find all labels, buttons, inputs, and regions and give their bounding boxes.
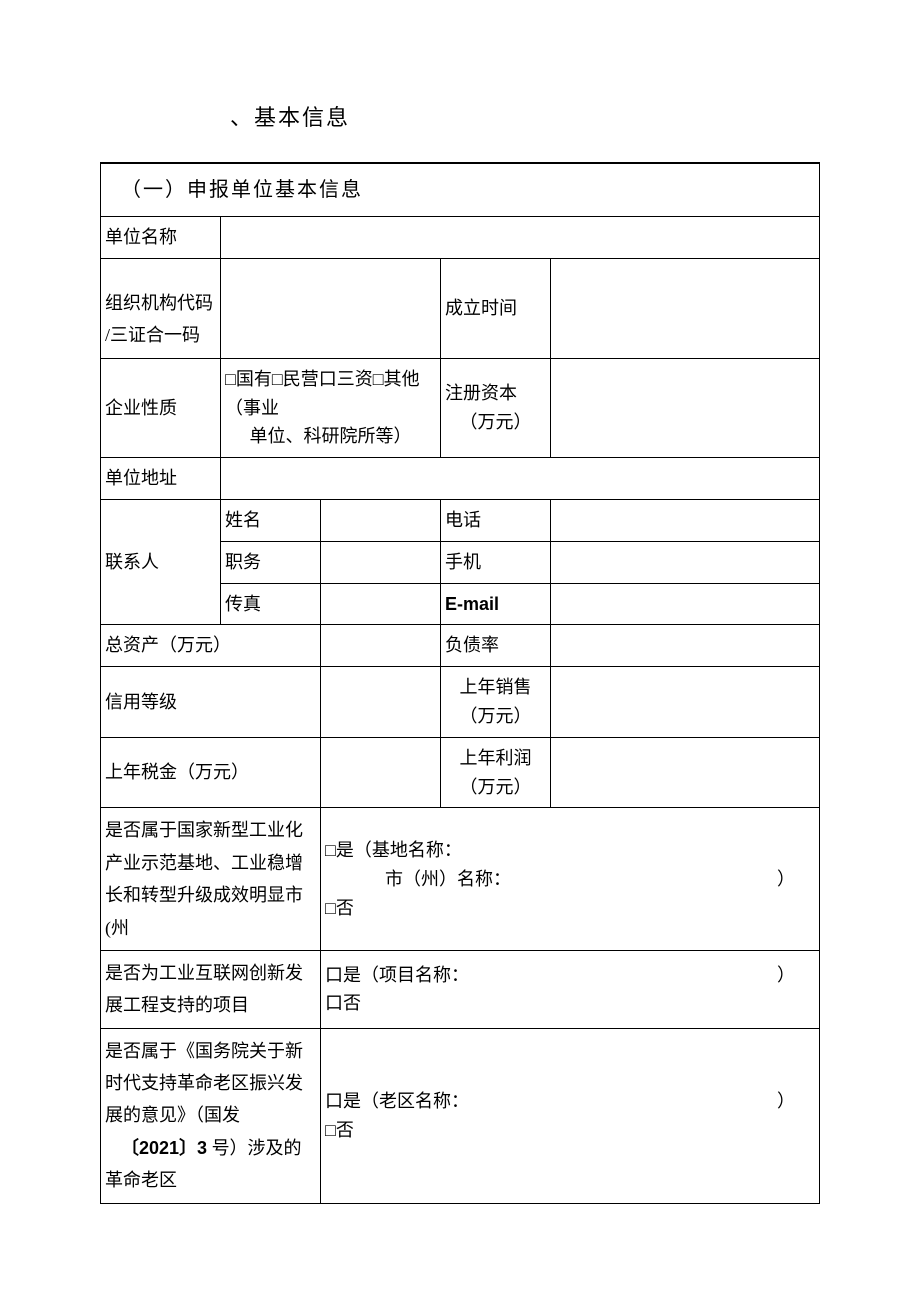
fax-label: 传真	[221, 583, 321, 625]
email-value[interactable]	[551, 583, 820, 625]
email-label: E-mail	[441, 583, 551, 625]
last-year-sales-label: 上年销售 （万元）	[441, 667, 551, 738]
unit-name-label: 单位名称	[101, 217, 221, 259]
last-year-tax-value[interactable]	[321, 737, 441, 808]
org-code-label: 组织机构代码 /三证合一码	[101, 258, 221, 358]
credit-rating-value[interactable]	[321, 667, 441, 738]
fax-value[interactable]	[321, 583, 441, 625]
position-label: 职务	[221, 541, 321, 583]
unit-name-value[interactable]	[221, 217, 820, 259]
industrial-base-label: 是否属于国家新型工业化产业示范基地、工业稳增长和转型升级成效明显市(州	[101, 808, 321, 951]
form-table: （一）申报单位基本信息 单位名称 组织机构代码 /三证合一码 成立时间 企业性质…	[100, 162, 820, 1204]
name-value[interactable]	[321, 499, 441, 541]
establish-date-label: 成立时间	[441, 258, 551, 358]
debt-ratio-value[interactable]	[551, 625, 820, 667]
last-year-sales-value[interactable]	[551, 667, 820, 738]
last-year-profit-label: 上年利润 （万元）	[441, 737, 551, 808]
registered-capital-label: 注册资本 （万元）	[441, 358, 551, 457]
phone-label: 电话	[441, 499, 551, 541]
mobile-value[interactable]	[551, 541, 820, 583]
unit-address-label: 单位地址	[101, 458, 221, 500]
name-label: 姓名	[221, 499, 321, 541]
total-assets-label: 总资产（万元）	[101, 625, 321, 667]
revolution-area-options[interactable]: 口是（老区名称： ） □否	[321, 1028, 820, 1203]
last-year-tax-label: 上年税金（万元）	[101, 737, 321, 808]
credit-rating-label: 信用等级	[101, 667, 321, 738]
phone-value[interactable]	[551, 499, 820, 541]
total-assets-value[interactable]	[321, 625, 441, 667]
debt-ratio-label: 负债率	[441, 625, 551, 667]
internet-project-options[interactable]: 口是（项目名称： ） 口否	[321, 950, 820, 1028]
last-year-profit-value[interactable]	[551, 737, 820, 808]
establish-date-value[interactable]	[551, 258, 820, 358]
contact-label: 联系人	[101, 499, 221, 624]
unit-address-value[interactable]	[221, 458, 820, 500]
enterprise-nature-options[interactable]: □国有□民营口三资□其他（事业 单位、科研院所等）	[221, 358, 441, 457]
revolution-area-label: 是否属于《国务院关于新时代支持革命老区振兴发展的意见》（国发 〔2021〕3 号…	[101, 1028, 321, 1203]
industrial-base-options[interactable]: □是（基地名称： 市（州）名称： ） □否	[321, 808, 820, 951]
internet-project-label: 是否为工业互联网创新发展工程支持的项目	[101, 950, 321, 1028]
mobile-label: 手机	[441, 541, 551, 583]
enterprise-nature-label: 企业性质	[101, 358, 221, 457]
page-title: 、基本信息	[230, 100, 820, 132]
section-header: （一）申报单位基本信息	[101, 163, 820, 217]
registered-capital-value[interactable]	[551, 358, 820, 457]
position-value[interactable]	[321, 541, 441, 583]
org-code-value[interactable]	[221, 258, 441, 358]
